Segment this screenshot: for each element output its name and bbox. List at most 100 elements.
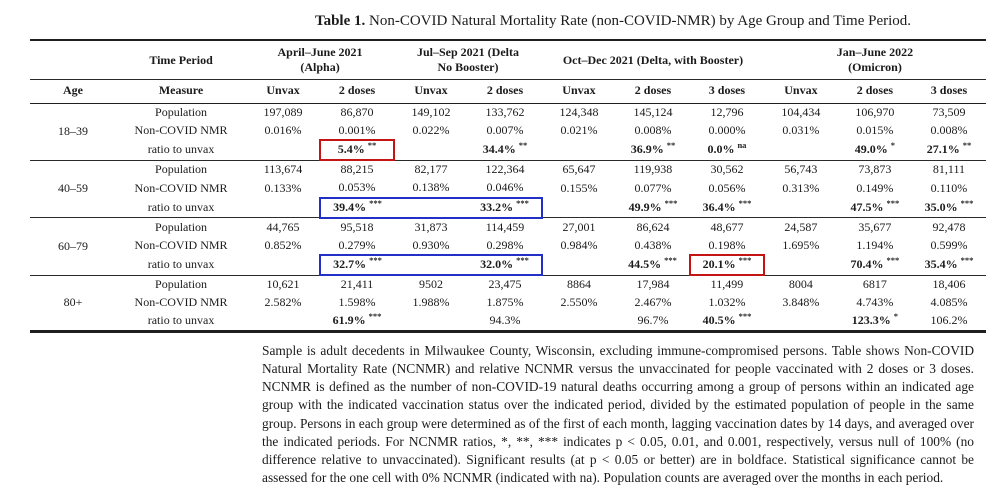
measure-label: ratio to unvax bbox=[147, 257, 215, 272]
table-row: ratio to unvax 32.7% *** 32.0% *** 44.5% **… bbox=[30, 254, 986, 277]
population-cell: 18,406 bbox=[911, 274, 986, 295]
population-cell: 44,765 bbox=[246, 217, 321, 237]
nmr-cell: 0.077% bbox=[634, 180, 672, 195]
table-row: ratio to unvax 5.4% ** 34.4% ** 36.9% ** 0.0… bbox=[30, 139, 986, 162]
significance-marker: *** bbox=[369, 197, 382, 208]
ratio-cell bbox=[764, 198, 838, 218]
population-cell: 8864 bbox=[541, 274, 616, 295]
population-cell: 73,509 bbox=[932, 104, 966, 119]
table-caption: Table 1. Non-COVID Natural Mortality Rat… bbox=[235, 13, 991, 30]
significance-marker: *** bbox=[886, 255, 900, 266]
nmr-cell: 1.194% bbox=[856, 238, 894, 253]
dose-column-header: 2 doses bbox=[615, 79, 690, 104]
significance-marker: * bbox=[890, 140, 896, 151]
ratio-cell bbox=[394, 312, 468, 331]
population-cell: 6817 bbox=[837, 274, 912, 295]
ratio-cell bbox=[394, 140, 468, 160]
nmr-cell: 4.085% bbox=[930, 295, 968, 310]
measure-label: Non-COVID NMR bbox=[134, 238, 228, 253]
population-cell: 86,624 bbox=[615, 217, 690, 237]
nmr-cell: 0.984% bbox=[560, 238, 598, 253]
table-caption-label: Table 1. bbox=[314, 13, 366, 29]
ratio-cell: 32.0% *** bbox=[468, 254, 543, 277]
measure-label: ratio to unvax bbox=[147, 199, 215, 214]
ratio-cell: 35.0% *** bbox=[924, 197, 974, 214]
ratio-cell: 61.9% *** bbox=[332, 311, 382, 327]
nmr-cell: 2.582% bbox=[264, 295, 302, 310]
nmr-cell: 0.155% bbox=[560, 180, 598, 195]
population-cell: 73,873 bbox=[837, 159, 912, 180]
measure-label: Population bbox=[116, 217, 247, 237]
population-cell: 114,459 bbox=[468, 217, 542, 237]
ratio-cell: 36.4% *** bbox=[702, 197, 752, 214]
population-cell: 9502 bbox=[394, 274, 468, 295]
significance-marker: *** bbox=[664, 197, 678, 208]
nmr-cell: 2.550% bbox=[560, 295, 598, 310]
measure-label: Non-COVID NMR bbox=[134, 180, 228, 195]
nmr-cell: 0.110% bbox=[930, 180, 968, 195]
dose-column-header: 2 doses bbox=[320, 79, 395, 104]
nmr-cell: 1.988% bbox=[412, 295, 450, 310]
population-cell: 10,621 bbox=[246, 274, 321, 295]
significance-marker: *** bbox=[960, 255, 974, 266]
population-cell: 124,348 bbox=[559, 104, 599, 119]
table-row: Non-COVID NMR 0.852% 0.279% 0.930% 0.298% 0.9… bbox=[30, 237, 986, 256]
ratio-cell bbox=[246, 198, 320, 218]
ratio-cell bbox=[394, 196, 468, 219]
nmr-cell: 1.695% bbox=[782, 238, 820, 253]
ratio-cell bbox=[542, 255, 616, 275]
significance-marker: * bbox=[893, 311, 899, 321]
age-group-label: 60–79 bbox=[30, 217, 117, 276]
measure-label: ratio to unvax bbox=[147, 142, 215, 157]
nmr-cell: 0.056% bbox=[708, 180, 746, 195]
significance-marker: *** bbox=[369, 255, 382, 266]
ratio-cell: 44.5% *** bbox=[628, 255, 677, 272]
table-row: Non-COVID NMR 2.582% 1.598% 1.988% 1.875% 2.5… bbox=[30, 294, 986, 312]
ratio-cell bbox=[764, 312, 838, 331]
nmr-cell: 2.467% bbox=[634, 295, 672, 310]
nmr-cell: 1.032% bbox=[708, 295, 746, 310]
nmr-cell: 0.313% bbox=[782, 180, 820, 195]
population-cell: 35,677 bbox=[837, 217, 912, 237]
ratio-cell: 34.4% ** bbox=[482, 140, 528, 157]
ratio-cell: 96.7% bbox=[637, 312, 669, 327]
table-container: Time Period April–June 2021 (Alpha) Jul–Sep… bbox=[0, 39, 995, 333]
nmr-cell: 0.001% bbox=[338, 122, 376, 137]
dose-column-header: Unvax bbox=[246, 79, 321, 104]
nmr-cell: 0.015% bbox=[856, 123, 894, 138]
population-cell: 197,089 bbox=[263, 104, 303, 119]
ratio-cell: 106.2% bbox=[930, 312, 968, 327]
significance-marker: *** bbox=[516, 255, 529, 266]
ratio-cell bbox=[394, 254, 468, 277]
ratio-cell: 123.3% * bbox=[851, 311, 899, 327]
ratio-cell bbox=[542, 312, 616, 331]
population-cell: 88,215 bbox=[320, 159, 395, 180]
ratio-cell bbox=[764, 140, 838, 160]
significance-marker: *** bbox=[738, 311, 752, 321]
population-cell: 122,364 bbox=[468, 159, 542, 180]
ratio-cell bbox=[246, 312, 320, 331]
table-row: Non-COVID NMR 0.133% 0.053% 0.138% 0.046% 0.1… bbox=[30, 179, 986, 198]
population-cell: 119,938 bbox=[615, 159, 690, 180]
population-cell: 81,111 bbox=[911, 159, 986, 180]
significance-marker: ** bbox=[962, 140, 972, 151]
table-row: 40–59 Population 113,674 88,215 82,177 122,36… bbox=[30, 159, 986, 218]
significance-marker: *** bbox=[886, 197, 900, 208]
table-row: 80+ Population 10,621 21,411 9502 23,475 8864 1… bbox=[30, 274, 986, 332]
ratio-cell bbox=[542, 140, 616, 160]
population-cell: 65,647 bbox=[541, 159, 616, 180]
population-cell: 133,762 bbox=[485, 104, 525, 119]
nmr-cell: 0.149% bbox=[856, 180, 894, 195]
dose-column-header: Unvax bbox=[541, 79, 616, 104]
dose-column-header: 2 doses bbox=[837, 79, 912, 104]
dose-column-header: 2 doses bbox=[468, 79, 542, 104]
ratio-cell: 40.5% *** bbox=[702, 311, 752, 327]
significance-marker: *** bbox=[960, 197, 974, 208]
measure-label: ratio to unvax bbox=[147, 312, 215, 327]
significance-marker: *** bbox=[738, 197, 752, 208]
age-group-label: 18–39 bbox=[58, 123, 89, 138]
nmr-cell: 0.298% bbox=[486, 237, 524, 252]
ratio-cell: 36.9% ** bbox=[630, 140, 676, 157]
dose-column-header: Unvax bbox=[394, 79, 468, 104]
ratio-cell: 35.4% *** bbox=[924, 255, 974, 272]
